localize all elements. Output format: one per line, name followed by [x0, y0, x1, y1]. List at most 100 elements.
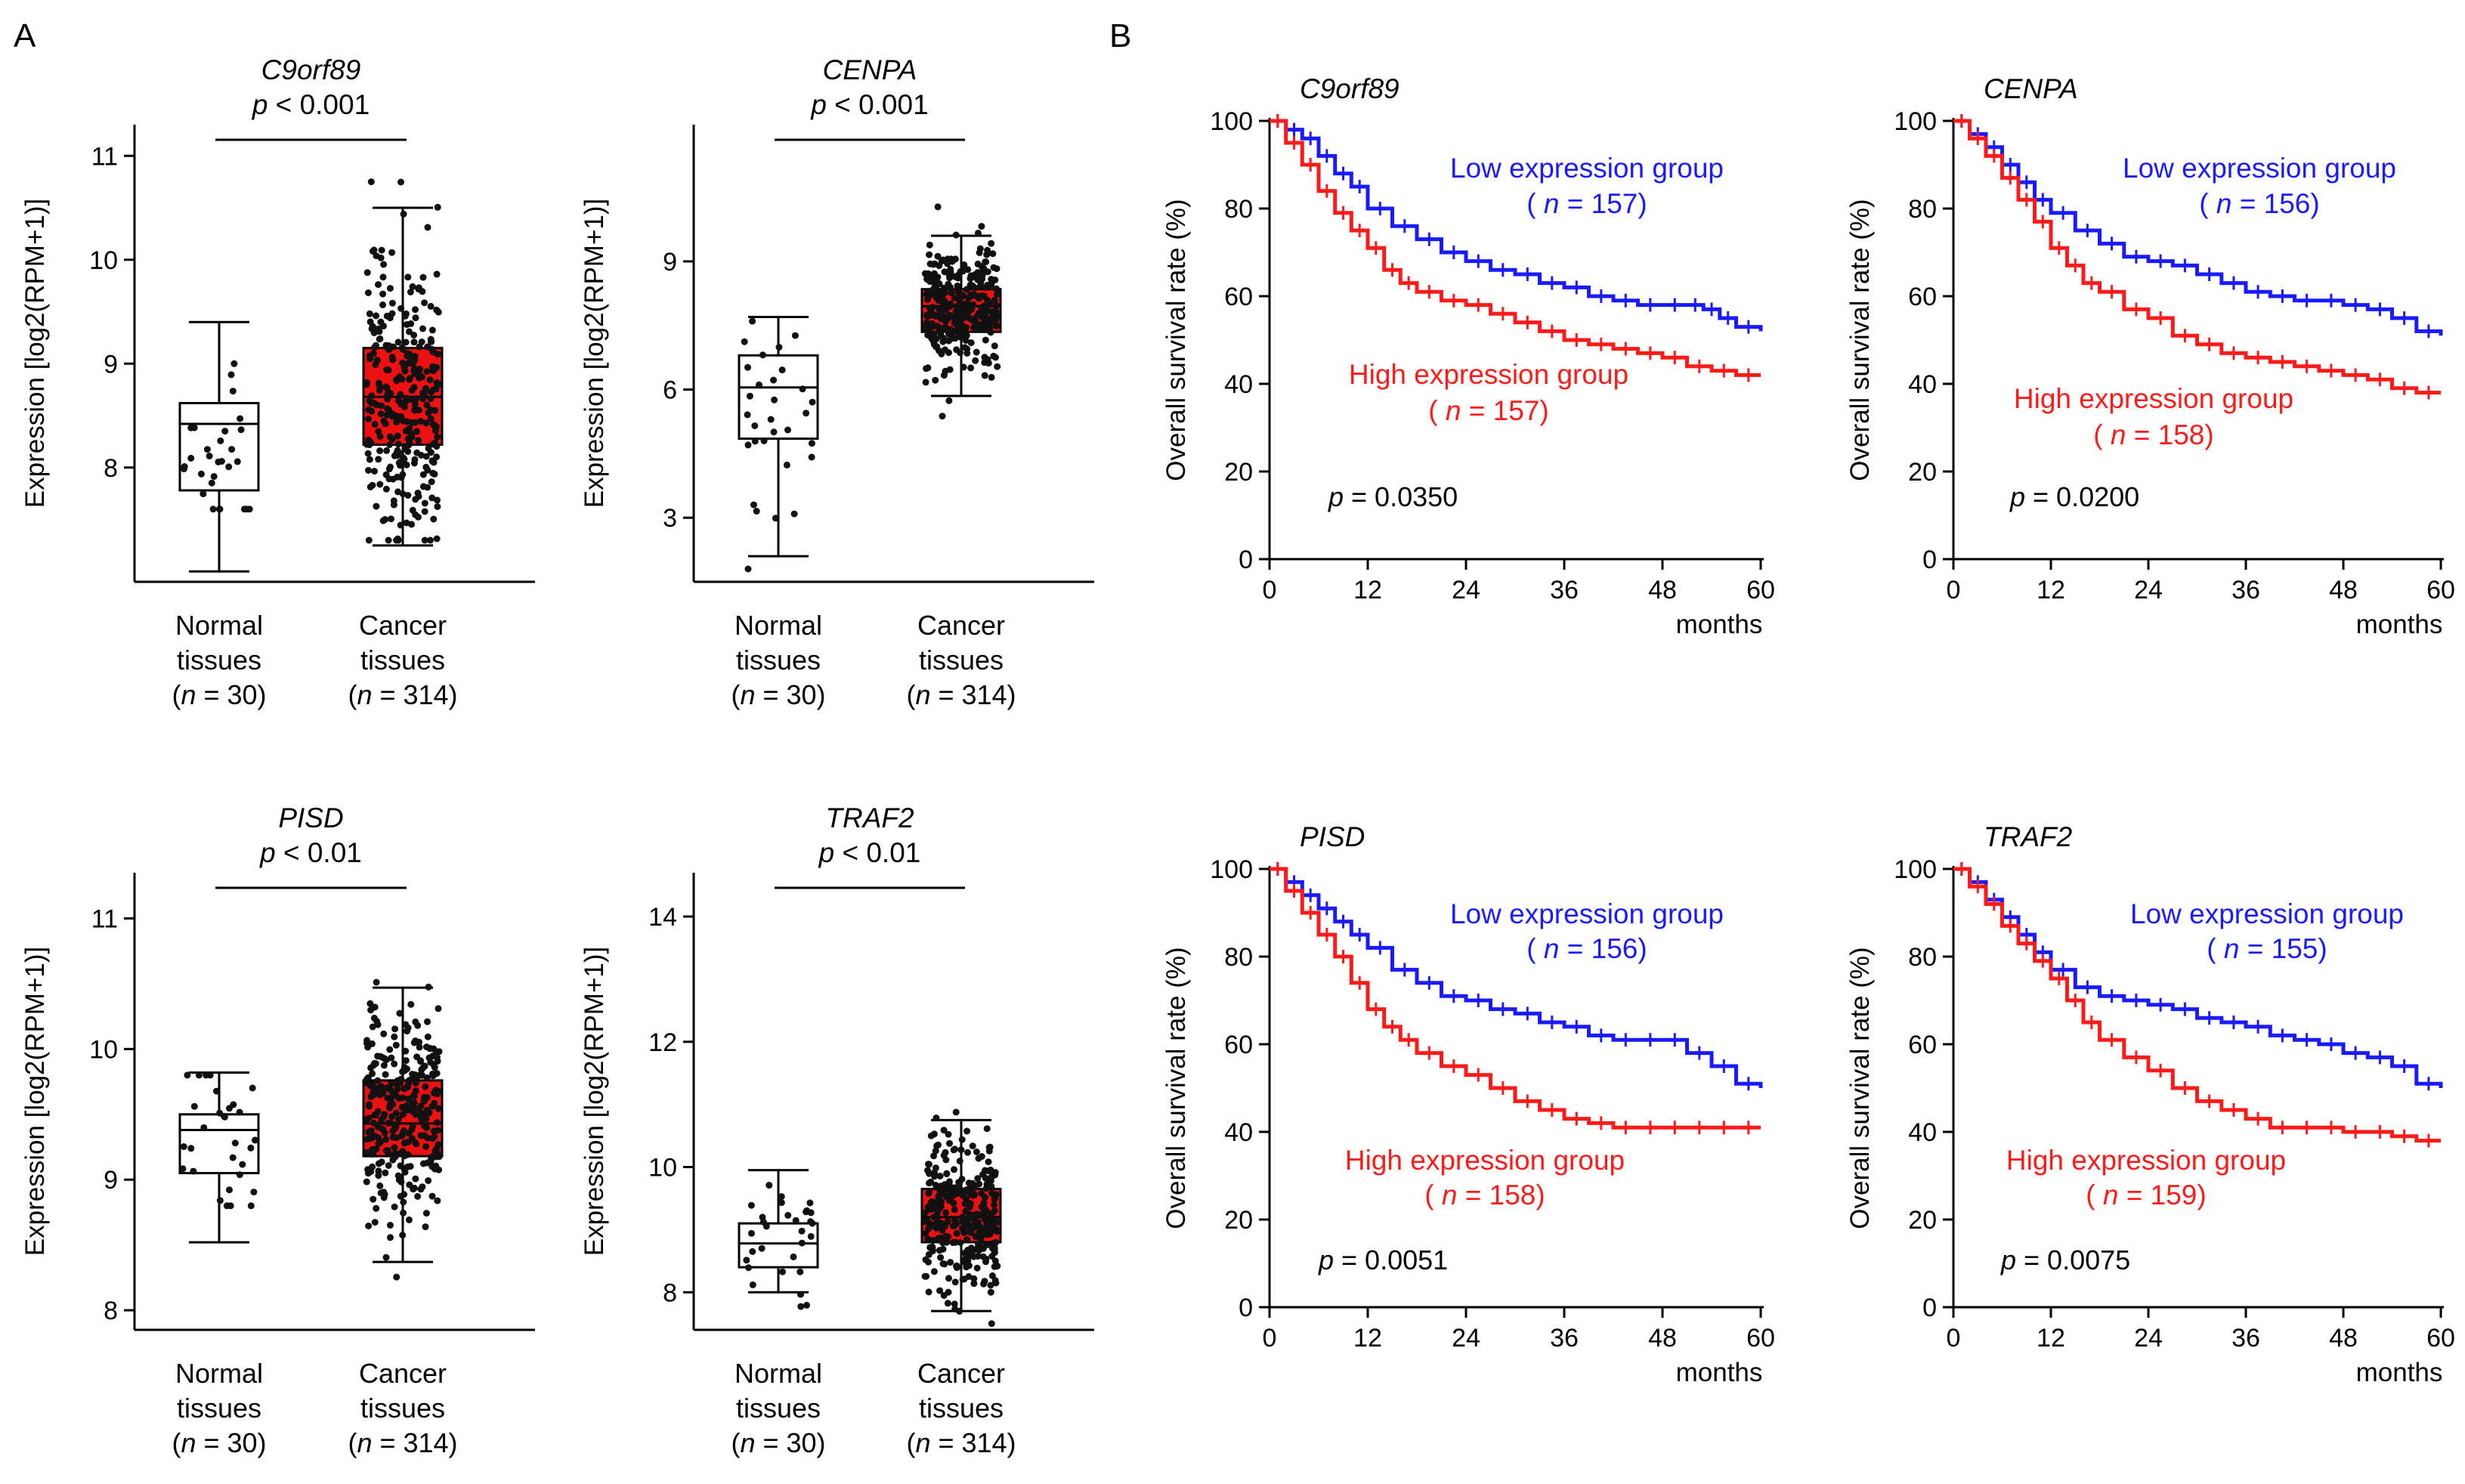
data-point — [365, 416, 372, 422]
data-point — [932, 1115, 940, 1121]
x-tick-label: 12 — [1353, 576, 1382, 604]
data-point — [404, 274, 412, 281]
data-point — [932, 1182, 939, 1189]
data-point — [974, 260, 982, 267]
data-point — [397, 1075, 405, 1083]
data-point — [370, 246, 378, 254]
data-point — [394, 447, 401, 454]
gene-title: C9orf89 — [261, 54, 361, 85]
data-point — [924, 1167, 931, 1174]
data-point — [753, 508, 760, 515]
data-point — [799, 385, 806, 393]
data-point — [420, 1097, 428, 1105]
data-point — [247, 1202, 255, 1210]
iqr-box — [178, 402, 260, 492]
data-point — [384, 405, 391, 413]
data-point — [366, 1102, 373, 1110]
data-point — [926, 260, 934, 267]
data-point — [397, 1192, 404, 1200]
high-group-label: High expression group — [1345, 1145, 1625, 1176]
data-point — [952, 1108, 960, 1116]
data-point — [402, 1047, 410, 1055]
data-point — [951, 1206, 958, 1213]
data-point — [216, 1197, 224, 1204]
data-point — [392, 1122, 400, 1130]
data-point — [991, 296, 998, 304]
data-point — [994, 363, 1001, 370]
x-tick-label: 24 — [1452, 576, 1480, 604]
data-point — [945, 280, 952, 288]
data-point — [382, 1084, 390, 1092]
data-point — [954, 323, 961, 331]
data-point — [972, 357, 979, 364]
data-point — [401, 1085, 408, 1093]
data-point — [945, 1195, 952, 1202]
data-point — [419, 471, 427, 478]
x-axis-label: months — [1676, 1358, 1763, 1387]
data-point — [993, 285, 1000, 292]
data-point — [925, 1288, 932, 1296]
data-point — [190, 1102, 198, 1110]
data-point — [386, 1104, 393, 1111]
low-expression-curve — [1270, 119, 1763, 332]
category-n-label: (n = 314) — [348, 679, 457, 710]
data-point — [971, 284, 979, 292]
data-point — [962, 300, 970, 308]
data-point — [397, 1178, 405, 1186]
data-point — [378, 246, 385, 254]
data-point — [215, 458, 222, 465]
data-point — [428, 494, 436, 502]
data-point — [365, 406, 373, 413]
data-point — [973, 1210, 981, 1218]
data-point — [397, 305, 405, 312]
data-point — [956, 1307, 963, 1315]
data-point — [745, 1264, 753, 1272]
data-point — [410, 1184, 418, 1192]
data-point — [424, 1134, 431, 1142]
data-point — [941, 268, 948, 276]
iqr-box — [178, 1113, 260, 1175]
survival-traf2: 0 20 40 60 80 100 0 12 24 36 48 60 months Overall sur… — [1845, 821, 2455, 1387]
x-tick-label: 0 — [1263, 1324, 1277, 1353]
data-point — [951, 315, 959, 323]
data-point — [929, 1243, 936, 1251]
data-point — [394, 339, 402, 346]
data-point — [401, 367, 409, 375]
data-point — [744, 411, 751, 419]
data-point — [962, 1255, 970, 1263]
data-point — [387, 1095, 394, 1102]
data-point — [412, 1111, 419, 1118]
y-tick-label: 40 — [1908, 370, 1937, 399]
data-point — [932, 294, 940, 301]
data-point — [407, 1163, 414, 1170]
data-point — [380, 1030, 388, 1037]
iqr-box — [738, 1222, 819, 1269]
data-point — [411, 456, 419, 463]
data-point — [979, 1244, 987, 1252]
data-point — [424, 1018, 431, 1025]
data-point — [956, 1158, 963, 1165]
data-point — [797, 1291, 804, 1298]
data-point — [231, 1139, 239, 1147]
survival-pisd: 0 20 40 60 80 100 0 12 24 36 48 60 months Overall sur… — [1161, 821, 1775, 1387]
category-label: tissues — [919, 1393, 1004, 1424]
boxplot-cenpa: 3 6 9 Expression [log2(RPM+1)] CENPA p < 0.00… — [580, 54, 1094, 710]
data-point — [957, 267, 964, 275]
p-value-label: p < 0.01 — [818, 837, 921, 868]
data-point — [434, 1053, 441, 1061]
data-point — [373, 979, 380, 986]
data-point — [429, 1135, 436, 1142]
data-point — [965, 308, 973, 315]
data-point — [413, 394, 420, 402]
data-point — [435, 1005, 442, 1013]
data-point — [364, 1074, 372, 1081]
data-point — [434, 433, 441, 441]
data-point — [367, 318, 374, 326]
data-point — [405, 1216, 413, 1223]
data-point — [388, 249, 396, 256]
data-point — [406, 1181, 413, 1189]
data-point — [412, 1018, 419, 1025]
data-point — [989, 250, 997, 258]
data-point — [989, 317, 996, 325]
